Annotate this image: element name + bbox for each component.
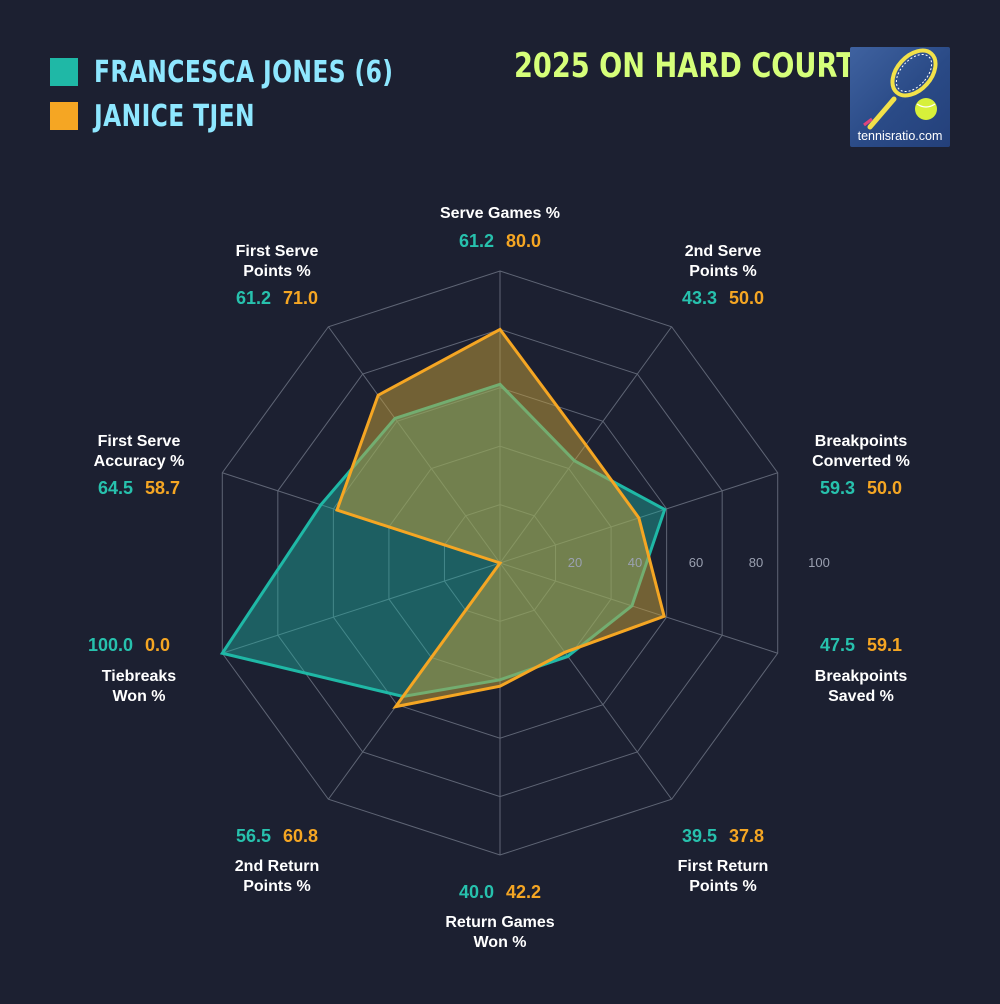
legend: FRANCESCA JONES (6) JANICE TJEN <box>50 50 478 138</box>
axis-label-8-line-0: First Serve <box>98 433 181 450</box>
value-label-jones-3: 47.5 <box>820 635 855 655</box>
value-label-tjen-3: 59.1 <box>867 635 902 655</box>
axis-label-8-line-1: Accuracy % <box>94 453 185 470</box>
axis-label-1-line-1: Points % <box>689 263 757 280</box>
axis-label-7-line-1: Won % <box>112 688 165 705</box>
radar-series <box>219 327 667 709</box>
axis-label-7-line-0: Tiebreaks <box>102 668 177 685</box>
value-label-jones-8: 64.5 <box>98 478 133 498</box>
radial-tick-labels: 20 40 60 80 100 <box>568 555 830 570</box>
value-label-tjen-9: 71.0 <box>283 288 318 308</box>
value-label-tjen-4: 37.8 <box>729 826 764 846</box>
tick-label-20: 20 <box>568 555 582 570</box>
value-label-tjen-5: 42.2 <box>506 882 541 902</box>
legend-item-tjen: JANICE TJEN <box>50 94 478 138</box>
chart-title: 2025 ON HARD COURTS <box>514 46 875 86</box>
tennisratio-logo[interactable]: tennisratio.com <box>850 47 950 147</box>
series-area-1 <box>335 327 666 709</box>
axis-label-6-line-0: 2nd Return <box>235 858 319 875</box>
value-label-tjen-8: 58.7 <box>145 478 180 498</box>
value-label-jones-0: 61.2 <box>459 231 494 251</box>
tennis-racket-ball-icon <box>863 48 938 130</box>
axis-label-2-line-1: Converted % <box>812 453 910 470</box>
axis-label-1-line-0: 2nd Serve <box>685 243 762 260</box>
value-label-jones-1: 43.3 <box>682 288 717 308</box>
axis-label-2-line-0: Breakpoints <box>815 433 908 450</box>
tick-label-100: 100 <box>808 555 830 570</box>
legend-label-jones: FRANCESCA JONES (6) <box>94 54 394 90</box>
value-label-tjen-7: 0.0 <box>145 635 170 655</box>
axis-label-3-line-1: Saved % <box>828 688 894 705</box>
axis-label-3-line-0: Breakpoints <box>815 668 908 685</box>
value-label-jones-9: 61.2 <box>236 288 271 308</box>
tick-label-60: 60 <box>689 555 703 570</box>
axis-label-4-line-0: First Return <box>678 858 769 875</box>
value-label-tjen-2: 50.0 <box>867 478 902 498</box>
legend-swatch-tjen <box>50 102 78 130</box>
value-label-tjen-0: 80.0 <box>506 231 541 251</box>
axis-label-5-line-1: Won % <box>473 934 526 951</box>
value-label-jones-6: 56.5 <box>236 826 271 846</box>
axis-label-9-line-1: Points % <box>243 263 311 280</box>
tick-label-40: 40 <box>628 555 642 570</box>
value-label-jones-5: 40.0 <box>459 882 494 902</box>
value-label-jones-2: 59.3 <box>820 478 855 498</box>
value-label-tjen-6: 60.8 <box>283 826 318 846</box>
axis-label-6-line-1: Points % <box>243 878 311 895</box>
value-label-jones-4: 39.5 <box>682 826 717 846</box>
category-labels: Serve Games % 61.2 80.0 2nd Serve Points % 43… <box>88 205 910 951</box>
legend-label-tjen: JANICE TJEN <box>94 98 255 134</box>
value-label-jones-7: 100.0 <box>88 635 133 655</box>
tick-label-80: 80 <box>749 555 763 570</box>
logo-text: tennisratio.com <box>857 129 943 143</box>
axis-label-4-line-1: Points % <box>689 878 757 895</box>
grid-spoke-7 <box>222 562 501 654</box>
axis-label-0-line-0: Serve Games % <box>440 205 560 222</box>
axis-label-5-line-0: Return Games <box>445 914 554 931</box>
value-label-tjen-1: 50.0 <box>729 288 764 308</box>
legend-swatch-jones <box>50 58 78 86</box>
axis-label-9-line-0: First Serve <box>236 243 319 260</box>
legend-item-jones: FRANCESCA JONES (6) <box>50 50 478 94</box>
